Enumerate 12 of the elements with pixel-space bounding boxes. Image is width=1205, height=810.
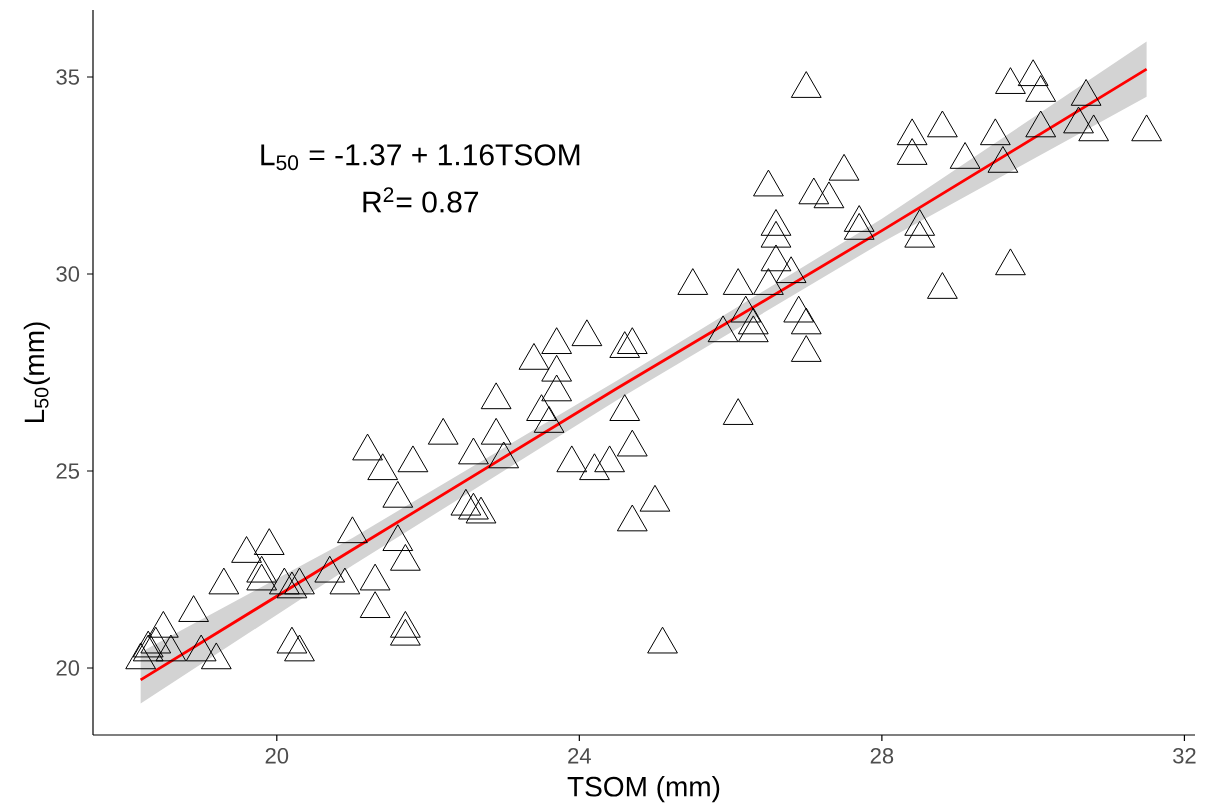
y-tick-label: 20	[56, 660, 80, 676]
x-tick-label: 20	[265, 748, 289, 764]
annotation: R$^{2}$= 0.87	[363, 187, 479, 213]
y-tick-label: 35	[56, 69, 80, 85]
annotation: L$_{50}$ = -1.37 + 1.16TSOM	[261, 144, 580, 171]
x-axis-title: TSOM (mm)	[567, 776, 720, 803]
x-tick-label: 28	[870, 748, 894, 764]
y-axis-title: L$_{50}$(mm)	[23, 322, 50, 423]
x-tick-label: 24	[568, 748, 591, 764]
y-tick-label: 25	[56, 463, 80, 479]
x-tick-label: 32	[1173, 748, 1196, 764]
y-tick-label: 30	[56, 266, 80, 282]
